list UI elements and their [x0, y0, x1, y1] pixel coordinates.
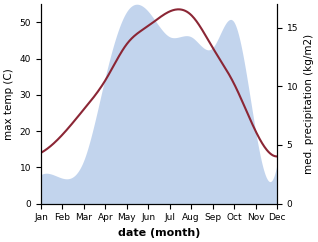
Y-axis label: med. precipitation (kg/m2): med. precipitation (kg/m2) — [304, 34, 314, 174]
X-axis label: date (month): date (month) — [118, 228, 200, 238]
Y-axis label: max temp (C): max temp (C) — [4, 68, 14, 140]
